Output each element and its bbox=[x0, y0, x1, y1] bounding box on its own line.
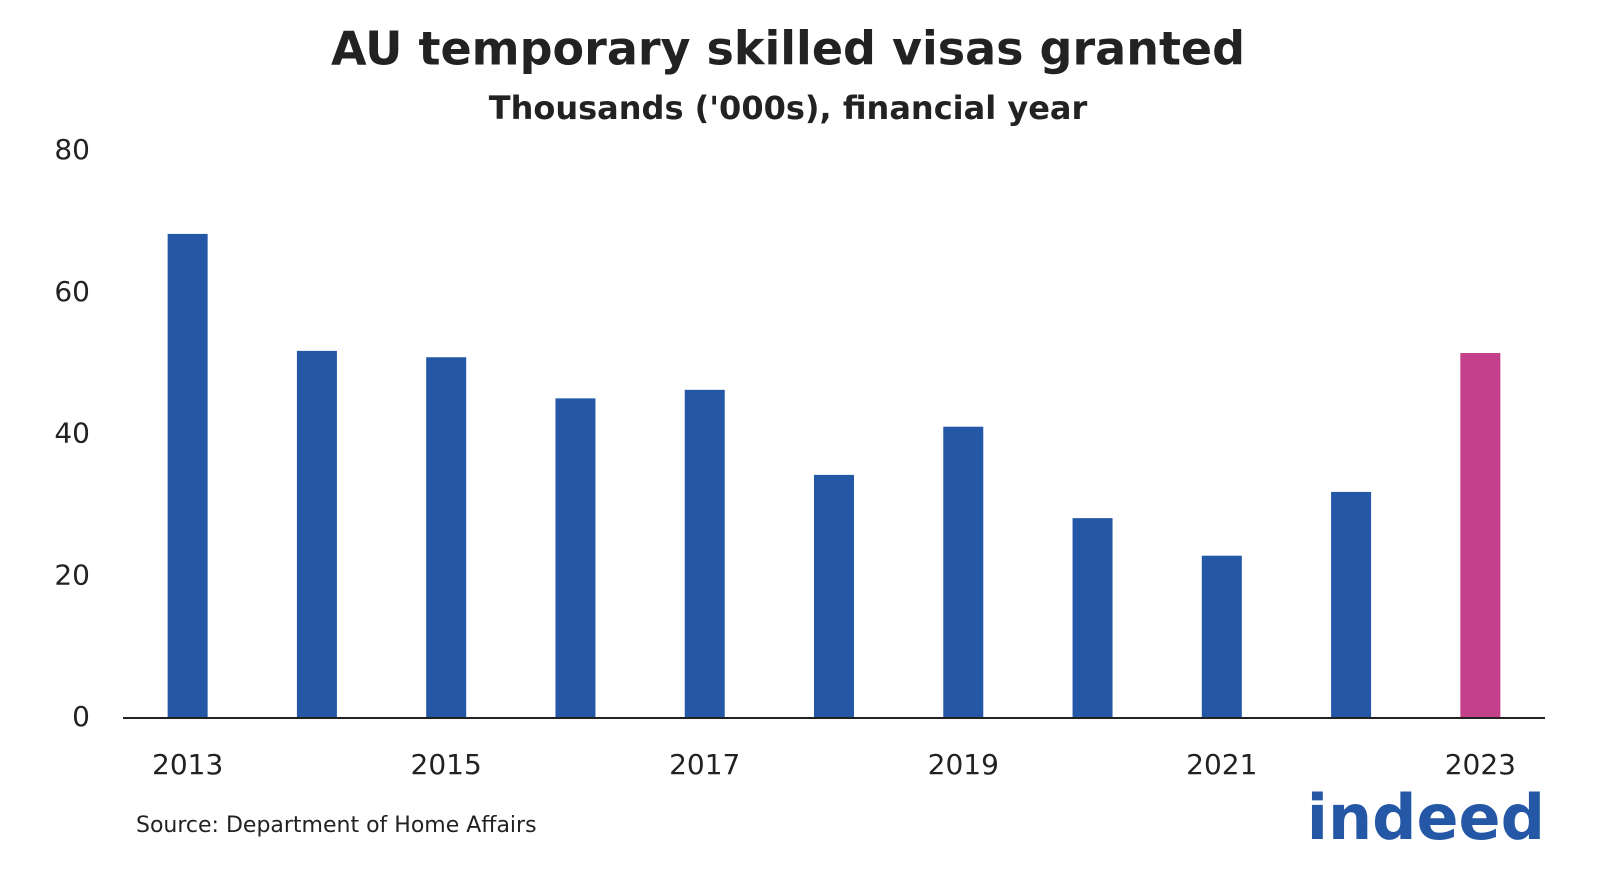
x-tick-label: 2013 bbox=[152, 748, 223, 781]
bar bbox=[1072, 518, 1113, 718]
y-tick-label: 60 bbox=[54, 275, 90, 308]
y-tick-label: 80 bbox=[54, 133, 90, 166]
chart-title: AU temporary skilled visas granted bbox=[331, 22, 1245, 76]
logo: indeed bbox=[1307, 781, 1545, 854]
chart-subtitle: Thousands ('000s), financial year bbox=[489, 89, 1088, 127]
x-tick-label: 2021 bbox=[1186, 748, 1257, 781]
bar bbox=[296, 350, 337, 718]
x-tick-label: 2023 bbox=[1445, 748, 1516, 781]
x-tick-label: 2015 bbox=[411, 748, 482, 781]
bar bbox=[684, 389, 725, 718]
y-tick-label: 40 bbox=[54, 417, 90, 450]
y-tick-label: 0 bbox=[72, 700, 90, 733]
y-tick-label: 20 bbox=[54, 558, 90, 591]
bar bbox=[814, 474, 854, 718]
bar bbox=[555, 398, 596, 718]
bar bbox=[1201, 555, 1242, 718]
bar bbox=[1460, 352, 1501, 718]
bar bbox=[1331, 491, 1372, 718]
source-note: Source: Department of Home Affairs bbox=[136, 813, 537, 838]
bar bbox=[167, 233, 208, 718]
bar bbox=[943, 426, 984, 718]
x-tick-label: 2019 bbox=[928, 748, 999, 781]
bar bbox=[426, 357, 467, 718]
x-tick-label: 2017 bbox=[669, 748, 740, 781]
